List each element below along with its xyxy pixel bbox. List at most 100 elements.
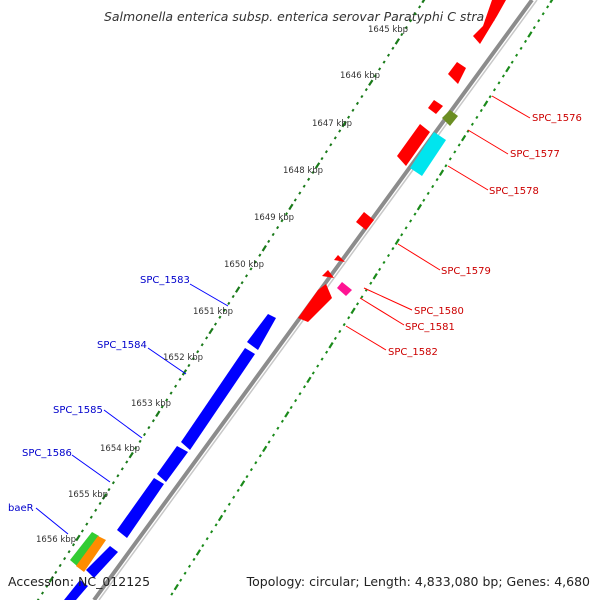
track-dot xyxy=(453,150,457,154)
track-dot xyxy=(276,225,280,230)
track-dot xyxy=(497,81,501,85)
track-dot xyxy=(253,260,257,264)
track-tick xyxy=(372,273,378,280)
gene-feature[interactable] xyxy=(448,62,466,84)
gene-feature[interactable] xyxy=(442,110,458,126)
gene-label-spc-1584[interactable]: SPC_1584 xyxy=(97,340,147,351)
track-tick xyxy=(75,534,81,542)
track-tick xyxy=(527,31,533,38)
track-tick xyxy=(128,451,134,459)
track-dot xyxy=(311,371,315,375)
track-dot xyxy=(444,164,448,168)
forward-strand-features xyxy=(64,314,276,600)
track-dot xyxy=(382,60,386,64)
gene-label-spc-1585[interactable]: SPC_1585 xyxy=(53,405,103,416)
gene-feature[interactable] xyxy=(86,546,118,578)
track-dot xyxy=(316,364,320,368)
track-dot xyxy=(360,295,364,299)
track-dot xyxy=(227,301,231,306)
gene-feature[interactable] xyxy=(157,446,188,482)
gene-feature[interactable] xyxy=(247,314,276,350)
track-dot xyxy=(355,101,360,106)
gene-feature[interactable] xyxy=(322,270,334,278)
track-dot xyxy=(369,281,373,285)
track-dot xyxy=(160,405,164,409)
track-tick xyxy=(314,162,321,169)
gene-feature[interactable] xyxy=(337,282,352,296)
track-dot xyxy=(338,329,342,334)
gene-feature[interactable] xyxy=(334,255,345,262)
track-dot xyxy=(386,53,391,57)
gene-feature[interactable] xyxy=(64,580,88,600)
gene-label-baer[interactable]: baeR xyxy=(8,503,34,514)
track-dot xyxy=(510,60,514,64)
gene-feature[interactable] xyxy=(70,532,99,566)
track-dot xyxy=(448,157,452,161)
track-dot xyxy=(58,563,62,568)
gene-feature[interactable] xyxy=(356,212,374,230)
gene-feature[interactable] xyxy=(397,124,430,166)
gene-label-spc-1586[interactable]: SPC_1586 xyxy=(22,448,72,459)
track-dot xyxy=(342,322,346,327)
track-tick xyxy=(549,0,554,4)
track-tick xyxy=(483,100,489,107)
gene-feature[interactable] xyxy=(117,478,164,538)
track-dot xyxy=(435,177,439,182)
track-dot xyxy=(404,226,408,230)
track-dot xyxy=(386,253,391,258)
tick-label: 1655 kbp xyxy=(68,490,108,500)
gene-feature[interactable] xyxy=(298,284,332,322)
tick-label: 1653 kbp xyxy=(131,399,171,409)
track-dot xyxy=(267,440,271,444)
track-dot xyxy=(501,74,505,78)
track-dot xyxy=(519,46,523,50)
gene-label-spc-1579[interactable]: SPC_1579 xyxy=(441,266,491,277)
gene-label-spc-1583[interactable]: SPC_1583 xyxy=(140,275,190,286)
gene-feature[interactable] xyxy=(181,348,255,450)
track-dot xyxy=(391,246,395,251)
track-dot xyxy=(391,46,395,50)
track-dot xyxy=(413,212,417,216)
tick-label: 1646 kbp xyxy=(340,71,380,81)
gene-feature[interactable] xyxy=(410,132,446,176)
track-dot xyxy=(523,39,528,44)
track-dot xyxy=(258,253,262,257)
track-dot xyxy=(165,398,169,402)
track-tick xyxy=(48,576,55,583)
track-dot xyxy=(409,19,413,23)
track-dot xyxy=(45,584,49,588)
track-dot xyxy=(151,419,155,423)
track-dot xyxy=(311,170,315,175)
track-tick xyxy=(155,410,161,418)
gene-label-spc-1576[interactable]: SPC_1576 xyxy=(532,113,582,124)
track-dot xyxy=(67,550,71,554)
track-dot xyxy=(147,425,151,430)
gene-feature[interactable] xyxy=(473,0,506,44)
track-tick xyxy=(328,342,334,349)
gene-label-spc-1580[interactable]: SPC_1580 xyxy=(414,306,464,317)
gene-feature[interactable] xyxy=(76,536,106,572)
reverse-strand-features xyxy=(298,0,506,322)
track-tick xyxy=(208,327,214,335)
gene-label-spc-1582[interactable]: SPC_1582 xyxy=(388,347,438,358)
track-dot xyxy=(187,564,192,568)
track-dot xyxy=(54,570,58,575)
track-dot xyxy=(378,67,382,71)
track-dot xyxy=(240,281,244,285)
track-dot xyxy=(98,501,102,506)
track-dot xyxy=(227,502,231,506)
track-tick xyxy=(341,120,347,128)
gene-label-spc-1577[interactable]: SPC_1577 xyxy=(510,149,560,160)
tick-label: 1650 kbp xyxy=(224,260,264,270)
track-dot xyxy=(470,122,474,126)
track-tick xyxy=(394,238,400,245)
gene-label-spc-1578[interactable]: SPC_1578 xyxy=(489,186,539,197)
track-tick xyxy=(101,493,108,500)
gene-feature[interactable] xyxy=(428,100,443,114)
track-dot xyxy=(80,529,84,533)
track-tick xyxy=(173,583,179,591)
gene-label-spc-1581[interactable]: SPC_1581 xyxy=(405,322,455,333)
track-dot xyxy=(116,474,120,478)
track-tick xyxy=(195,549,202,556)
